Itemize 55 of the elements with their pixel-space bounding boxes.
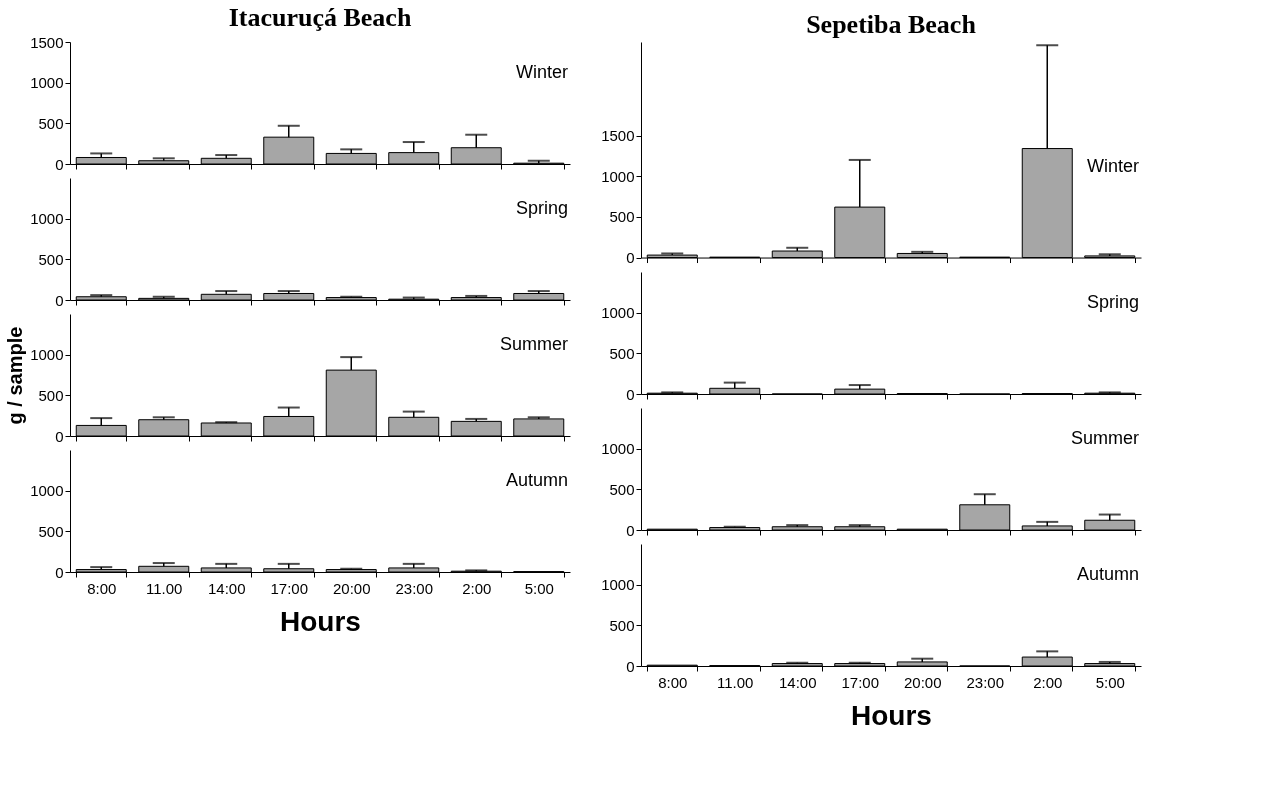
x-tick-label: 8:00 xyxy=(658,673,688,691)
annotation: Spring xyxy=(1086,292,1139,312)
y-tick-label: 1000 xyxy=(30,346,64,364)
annotation: Winter xyxy=(1086,155,1139,176)
y-tick-label: 1500 xyxy=(30,33,64,51)
y-tick-label: 500 xyxy=(38,386,64,404)
y-tick-label: 1000 xyxy=(601,167,635,185)
x-tick-label: 17:00 xyxy=(270,579,309,597)
annotation: Autumn xyxy=(1076,564,1139,584)
y-tick-label: 1500 xyxy=(601,127,635,145)
y-tick-label: 0 xyxy=(626,521,635,539)
x-tick-label: 8:00 xyxy=(87,579,117,597)
x-tick-label: 2:00 xyxy=(1033,673,1063,691)
x-tick-label: 5:00 xyxy=(524,579,554,597)
x-tick-label: 23:00 xyxy=(395,579,434,597)
x-tick-label: 14:00 xyxy=(778,673,817,691)
x-tick-label: 11.00 xyxy=(146,579,183,597)
x-tick-label: 20:00 xyxy=(903,673,942,691)
annotation: Spring xyxy=(515,198,568,218)
y-axis-title: g / sample xyxy=(4,326,27,425)
x-tick-label: 5:00 xyxy=(1095,673,1125,691)
y-tick-label: 500 xyxy=(38,114,64,132)
y-tick-label: 1000 xyxy=(30,210,64,228)
y-tick-label: 0 xyxy=(626,657,635,675)
y-tick-label: 500 xyxy=(609,616,635,634)
x-tick-label: 14:00 xyxy=(207,579,246,597)
x-tick-label: 11.00 xyxy=(717,673,754,691)
y-tick-label: 0 xyxy=(626,385,635,403)
y-tick-label: 0 xyxy=(626,249,635,267)
y-tick-label: 0 xyxy=(55,563,64,581)
y-tick-label: 0 xyxy=(55,427,64,445)
y-tick-label: 1000 xyxy=(30,74,64,92)
annotation: Summer xyxy=(1070,428,1139,448)
y-tick-label: 0 xyxy=(55,155,64,173)
y-tick-label: 500 xyxy=(38,522,64,540)
y-tick-label: 1000 xyxy=(601,576,635,594)
x-tick-label: 2:00 xyxy=(462,579,492,597)
chart-title: Itacuruçá Beach xyxy=(228,3,412,32)
y-tick-label: 0 xyxy=(55,291,64,309)
annotation: Summer xyxy=(499,334,568,354)
x-axis-title: Hours xyxy=(851,699,932,731)
y-tick-label: 1000 xyxy=(30,482,64,500)
x-tick-label: 23:00 xyxy=(966,673,1005,691)
x-tick-label: 20:00 xyxy=(332,579,371,597)
chart-title: Sepetiba Beach xyxy=(806,10,977,39)
annotation: Winter xyxy=(515,62,568,82)
x-tick-label: 17:00 xyxy=(841,673,880,691)
x-axis-title: Hours xyxy=(280,605,361,637)
y-tick-label: 500 xyxy=(609,208,635,226)
y-tick-label: 1000 xyxy=(601,304,635,322)
y-tick-label: 500 xyxy=(609,480,635,498)
y-tick-label: 500 xyxy=(38,250,64,268)
y-tick-label: 500 xyxy=(609,344,635,362)
y-tick-label: 1000 xyxy=(601,440,635,458)
annotation: Autumn xyxy=(505,470,568,490)
